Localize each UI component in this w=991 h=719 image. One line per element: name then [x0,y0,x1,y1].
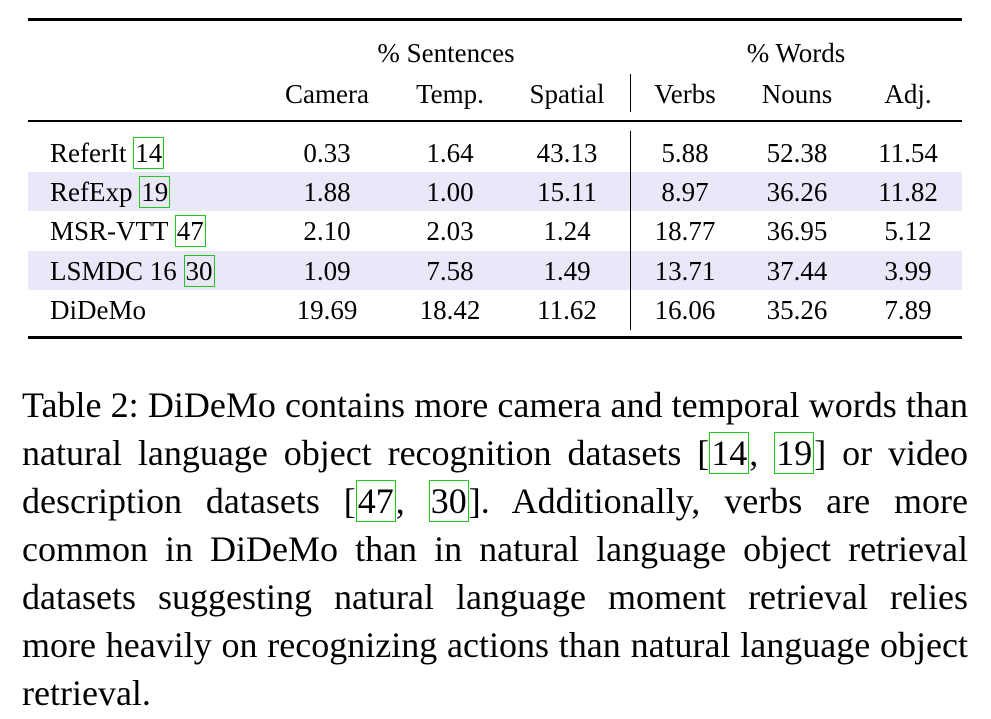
dataset-name: ReferIt [50,138,127,168]
table-cell: 1.09 [303,256,351,286]
citation-link[interactable]: 14 [133,137,165,169]
table-cell: 1.64 [426,138,474,168]
caption-label: Table 2: [22,385,139,425]
table-cell: 8.97 [661,177,709,207]
group-header-words: % Words [746,38,846,68]
dataset-name: RefExp [50,177,133,207]
table-cell: 37.44 [766,256,828,286]
dataset-name: DiDeMo [50,295,146,325]
row-label: ReferIt 14 [50,137,165,169]
row-label: LSMDC 16 30 [50,255,215,287]
citation-link[interactable]: 30 [183,255,215,287]
column-header-verbs: Verbs [654,79,716,109]
citation-link[interactable]: 14 [709,432,750,474]
citation-link[interactable]: 47 [174,215,206,247]
table-cell: 15.11 [537,177,597,207]
table-cell: 1.49 [543,256,591,286]
header-column-separator [630,74,631,112]
column-header-nouns: Nouns [761,79,833,109]
table-cell: 2.03 [426,216,474,246]
column-header-temp: Temp. [416,79,484,109]
table-cell: 3.99 [884,256,932,286]
table-cell: 18.42 [419,295,481,325]
citation-link[interactable]: 47 [355,480,396,522]
table-cell: 0.33 [303,138,351,168]
column-header-adj: Adj. [884,79,932,109]
table-cell: 52.38 [766,138,828,168]
body-column-separator [630,131,631,330]
table-cell: 36.95 [766,216,828,246]
dataset-name: MSR-VTT [50,216,169,246]
table-cell: 43.13 [536,138,598,168]
table-cell: 5.88 [661,138,709,168]
row-highlight [28,172,962,211]
table-cell: 5.12 [884,216,932,246]
table-cell: 19.69 [296,295,358,325]
row-highlight [28,251,962,290]
mid-rule [28,120,962,122]
table-caption: Table 2: DiDeMo contains more camera and… [22,385,968,713]
table-cell: 1.88 [303,177,351,207]
table-cell: 36.26 [766,177,828,207]
bottom-rule [28,336,962,339]
table-cell: 18.77 [654,216,716,246]
table-cell: 11.62 [537,295,597,325]
citation-link[interactable]: 19 [139,176,171,208]
column-header-camera: Camera [285,79,369,109]
row-label: DiDeMo [50,295,146,325]
row-label: RefExp 19 [50,176,171,208]
group-header-sentences: % Sentences [377,38,515,68]
citation-link[interactable]: 30 [428,480,469,522]
caption-text: DiDeMo contains more camera and temporal… [22,385,968,473]
table-cell: 1.00 [426,177,474,207]
dataset-name: LSMDC 16 [50,256,177,286]
table-cell: 2.10 [303,216,351,246]
table-cell: 7.58 [426,256,474,286]
table-cell: 7.89 [884,295,932,325]
table-cell: 1.24 [543,216,591,246]
table-cell: 11.54 [878,138,938,168]
row-label: MSR-VTT 47 [50,215,206,247]
citation-link[interactable]: 19 [774,432,815,474]
table-cell: 16.06 [654,295,716,325]
top-rule [28,18,962,21]
table-cell: 35.26 [766,295,828,325]
table-cell: 11.82 [878,177,938,207]
column-header-spatial: Spatial [529,79,605,109]
table-cell: 13.71 [654,256,716,286]
